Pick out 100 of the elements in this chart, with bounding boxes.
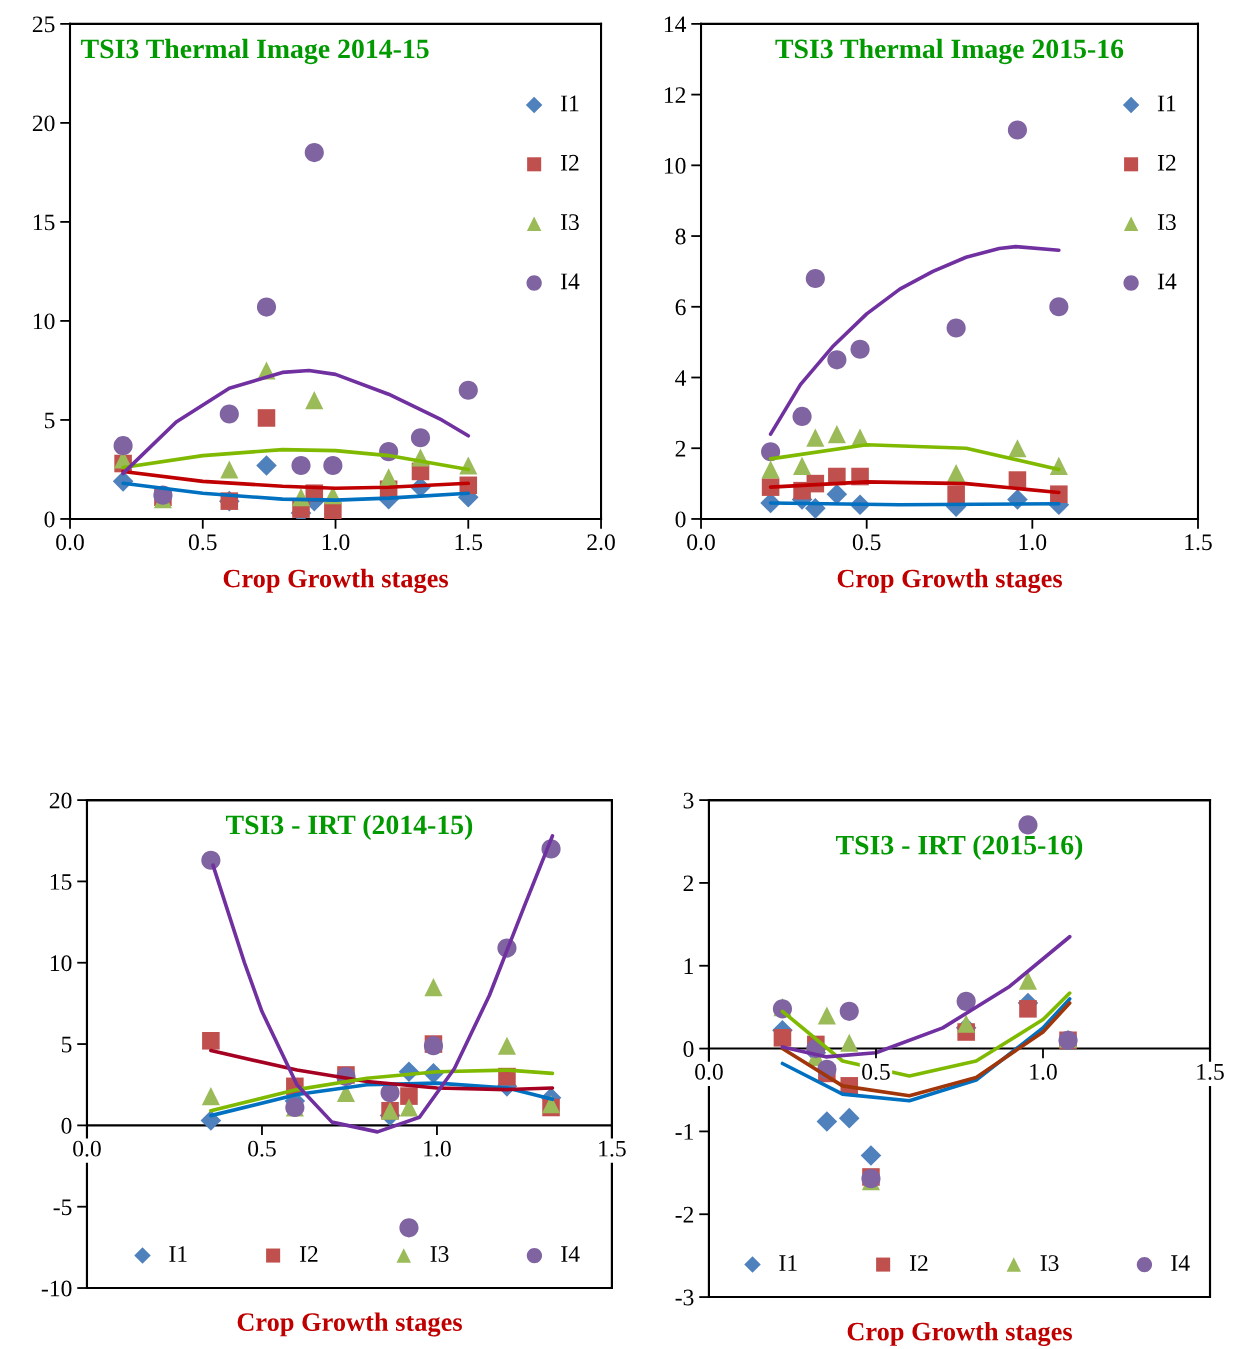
point [400,1087,418,1105]
point [113,436,133,456]
x-tick-label: 2.0 [587,534,615,551]
x-tick-label: 1.5 [1185,534,1212,551]
y-tick-label: -3 [675,1289,694,1306]
y-tick-label: 20 [32,115,55,132]
y-tick-label: 6 [675,299,686,316]
y-tick-label: 5 [61,1036,72,1053]
point [860,1145,882,1166]
legend-label: I3 [560,214,579,231]
legend-label: I2 [909,1255,928,1271]
y-tick-label: 0 [44,511,55,528]
x-axis-title: Crop Growth stages [223,568,449,593]
x-tick-label: 0.0 [687,534,715,551]
point [201,850,221,870]
point [816,1111,838,1132]
legend-label: I3 [430,1246,449,1262]
legend-label: I4 [561,1246,580,1262]
x-tick-label: 1.0 [1019,534,1047,551]
y-tick-label: 4 [675,370,687,386]
point [424,978,443,997]
y-tick-label: 2 [675,440,686,457]
point [291,455,311,476]
y-tick-label: 3 [683,792,694,809]
y-tick-label: 2 [683,875,694,892]
legend-label: I1 [169,1246,187,1262]
legend-label: I2 [560,154,579,171]
legend-label: I3 [1157,214,1176,231]
y-tick-label: 15 [50,874,72,890]
x-tick-label: 1.5 [455,534,483,551]
legend-label: I2 [299,1246,318,1262]
y-tick-label: 20 [49,792,72,809]
point [1049,297,1069,317]
point [256,297,277,317]
y-tick-label: -1 [675,1124,693,1140]
point [305,391,324,410]
point [1008,439,1027,458]
legend-label: I4 [560,273,580,290]
chart-title: TSI3 Thermal Image 2015-16 [775,38,1124,65]
legend-label: I3 [1040,1255,1059,1272]
point [399,1098,419,1117]
point [201,1087,220,1106]
y-tick-label: 25 [32,16,55,33]
y-tick-label: 0 [61,1117,72,1134]
point [458,380,478,400]
y-tick-label: 10 [664,157,686,174]
point [805,268,825,289]
x-tick-label: 1.0 [1030,1063,1057,1080]
x-tick-label: 1.5 [1197,1063,1224,1080]
y-tick-label: 14 [664,16,687,33]
point [956,991,976,1011]
point [827,425,846,444]
legend-label: I4 [1157,273,1177,290]
x-tick-label: 0.0 [56,534,84,551]
point [946,318,966,338]
legend-label: I1 [560,95,579,112]
point [497,1036,516,1055]
point [304,143,324,163]
chart-title: TSI3 Thermal Image 2014-15 [81,38,429,65]
y-tick-label: -10 [41,1280,72,1297]
y-tick-label: 0 [675,511,686,528]
chart-title: TSI3 - IRT (2014-15) [226,814,473,840]
x-tick-label: 1.0 [424,1140,451,1157]
point [1007,120,1027,140]
line-series [768,244,1061,436]
point [761,460,780,479]
point [947,485,965,503]
point [850,339,870,359]
point [1018,971,1038,990]
point [838,1107,860,1129]
y-tick-label: 10 [33,313,55,330]
legend-label: I2 [1157,154,1176,171]
x-tick-label: 1.5 [599,1140,626,1157]
x-axis-title: Crop Growth stages [847,1321,1072,1347]
y-tick-label: 5 [44,412,55,429]
x-tick-label: 0.0 [695,1063,723,1080]
point [839,1001,859,1021]
y-tick-label: 15 [33,214,55,231]
point [220,460,239,479]
y-tick-label: -5 [53,1199,72,1216]
point [826,483,848,505]
x-tick-label: 0.5 [248,1140,276,1157]
point [792,406,812,426]
x-tick-label: 0.5 [852,534,881,551]
point [806,428,825,447]
point [840,1033,859,1052]
point [957,1014,976,1033]
x-tick-label: 0.5 [188,534,217,551]
y-tick-label: 8 [675,228,686,245]
point [817,1006,836,1025]
x-axis-title: Crop Growth stages [837,568,1063,593]
y-tick-label: -2 [675,1206,694,1223]
point [257,409,276,427]
point [219,404,239,424]
point [323,455,343,476]
y-tick-label: 0 [683,1041,694,1057]
legend-label: I1 [779,1255,797,1271]
point [947,463,966,483]
x-axis-title: Crop Growth stages [237,1312,462,1337]
point [410,428,431,448]
